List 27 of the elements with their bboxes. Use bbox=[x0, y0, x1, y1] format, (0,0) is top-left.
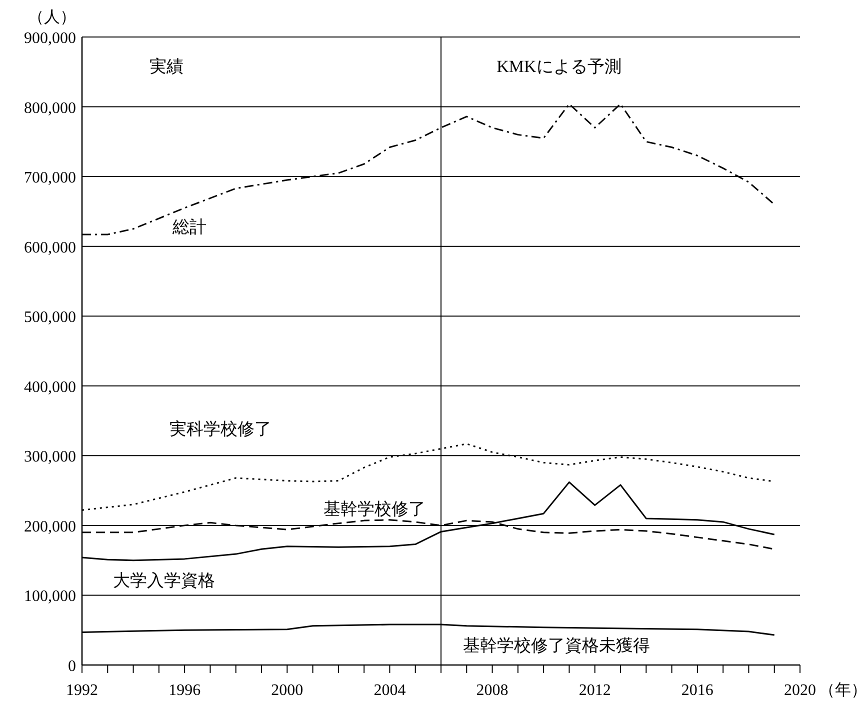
annotation: KMKによる予測 bbox=[496, 56, 622, 76]
ytick: 800,000 bbox=[24, 100, 76, 117]
annotation: 実績 bbox=[150, 56, 184, 76]
xtick: 2012 bbox=[578, 682, 611, 699]
series-label: 総計 bbox=[172, 217, 207, 236]
ytick: 0 bbox=[68, 658, 76, 675]
xtick: 1992 bbox=[66, 682, 98, 699]
xtick: 1996 bbox=[168, 682, 201, 699]
ytick: 700,000 bbox=[24, 170, 76, 187]
xlabel: （年） bbox=[819, 682, 862, 699]
series-label: 大学入学資格 bbox=[113, 571, 216, 590]
ytick: 400,000 bbox=[24, 378, 76, 396]
series-label: 基幹学校修了 bbox=[323, 499, 426, 518]
xtick: 2008 bbox=[476, 682, 508, 699]
ytick: 100,000 bbox=[24, 588, 76, 606]
xtick: 2016 bbox=[681, 682, 714, 699]
ytick: 900,000 bbox=[24, 30, 76, 47]
series-label: 基幹学校修了資格未獲得 bbox=[462, 636, 650, 656]
xtick: 2004 bbox=[374, 682, 406, 699]
series-label: 実科学校修了 bbox=[169, 420, 272, 439]
xtick: 2000 bbox=[271, 682, 304, 699]
ytick: 300,000 bbox=[24, 448, 76, 466]
ytick: 600,000 bbox=[24, 239, 76, 256]
ylabel: （人） bbox=[28, 9, 76, 26]
xtick: 2020 bbox=[784, 682, 816, 699]
ytick: 200,000 bbox=[24, 518, 76, 536]
ytick: 500,000 bbox=[24, 309, 76, 326]
